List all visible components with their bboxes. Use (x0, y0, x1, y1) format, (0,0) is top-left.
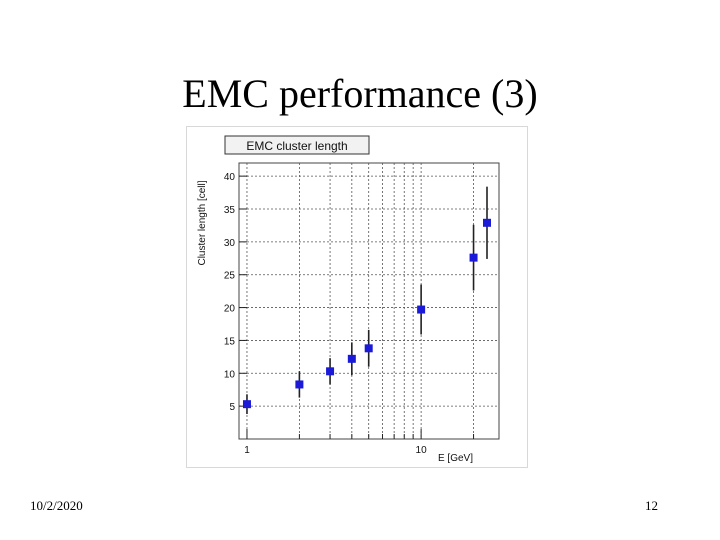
footer-page-number: 12 (645, 498, 658, 513)
x-tick-label: 1 (244, 445, 250, 456)
data-point (417, 305, 426, 314)
ticks (239, 175, 475, 439)
x-axis-label: E [GeV] (438, 453, 473, 464)
y-tick-label: 15 (224, 336, 236, 347)
y-tick-label: 35 (224, 205, 236, 216)
data-point (483, 218, 491, 227)
chart-title: EMC cluster length (246, 139, 347, 153)
y-tick-label: 30 (224, 238, 236, 249)
y-tick-label: 40 (224, 172, 236, 183)
data-point (364, 344, 373, 353)
data-point (347, 354, 356, 363)
y-tick-label: 20 (224, 304, 236, 315)
data-point (242, 400, 251, 409)
chart-title-box (224, 135, 370, 155)
y-axis-label: Cluster length [cell] (197, 180, 208, 265)
data-point (295, 380, 304, 389)
cluster-length-chart: 5 10 15 20 25 30 35 40 1 10 EMC cluster length Cl… (197, 135, 500, 464)
y-tick-label: 25 (224, 271, 236, 282)
chart-panel: 5 10 15 20 25 30 35 40 1 10 EMC cluster length Cl… (186, 126, 528, 468)
data-point (469, 253, 478, 262)
y-tick-label: 10 (224, 369, 236, 380)
footer-date: 10/2/2020 (30, 498, 83, 513)
data-points (242, 186, 491, 415)
tick-labels: 5 10 15 20 25 30 35 40 1 10 (224, 172, 427, 456)
data-point (326, 367, 335, 376)
x-tick-label: 10 (416, 445, 428, 456)
slide-title: EMC performance (3) (182, 71, 538, 116)
y-tick-label: 5 (229, 402, 235, 413)
